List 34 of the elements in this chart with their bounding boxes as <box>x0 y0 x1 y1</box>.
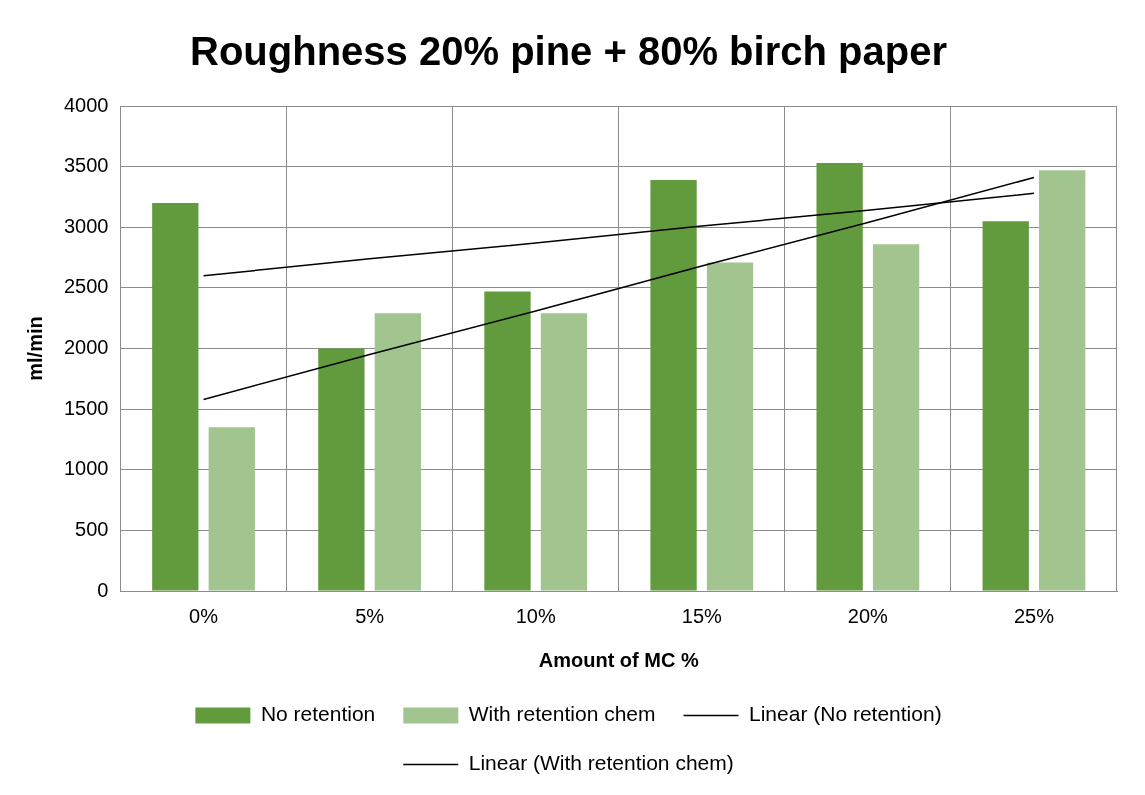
bar <box>152 203 199 591</box>
y-tick-label: 1500 <box>63 396 109 419</box>
y-tick-label: 3000 <box>63 214 109 237</box>
legend-label: Linear (With retention chem) <box>468 751 734 775</box>
bar <box>872 244 920 591</box>
y-tick-label: 4000 <box>63 93 109 116</box>
y-tick-label: 1000 <box>63 457 109 480</box>
bar <box>1039 170 1086 591</box>
x-tick-label: 5% <box>355 604 385 627</box>
bar <box>816 162 863 591</box>
x-tick-label: 10% <box>515 604 556 627</box>
bar <box>540 313 588 591</box>
bar <box>650 179 697 591</box>
bar <box>208 427 255 591</box>
y-tick-label: 2500 <box>63 275 109 298</box>
y-tick-label: 3500 <box>63 154 109 177</box>
legend-label: No retention <box>260 702 376 726</box>
y-tick-label: 0 <box>97 578 109 601</box>
bar <box>982 221 1029 591</box>
bar <box>374 313 422 591</box>
x-tick-label: 0% <box>189 604 219 627</box>
x-tick-label: 15% <box>681 604 723 627</box>
x-tick-label: 25% <box>1013 604 1055 627</box>
y-axis-title: ml/min <box>23 316 46 381</box>
bar <box>484 291 531 591</box>
bar <box>706 262 754 591</box>
chart-title: Roughness 20% pine + 80% birch paper <box>190 29 947 74</box>
legend-label: Linear (No retention) <box>749 702 942 726</box>
bar <box>318 348 365 591</box>
x-axis-title: Amount of MC % <box>538 648 699 671</box>
x-tick-label: 20% <box>847 604 889 627</box>
legend-label: With retention chem <box>468 702 656 726</box>
y-tick-label: 500 <box>75 517 109 540</box>
y-tick-label: 2000 <box>63 336 109 359</box>
